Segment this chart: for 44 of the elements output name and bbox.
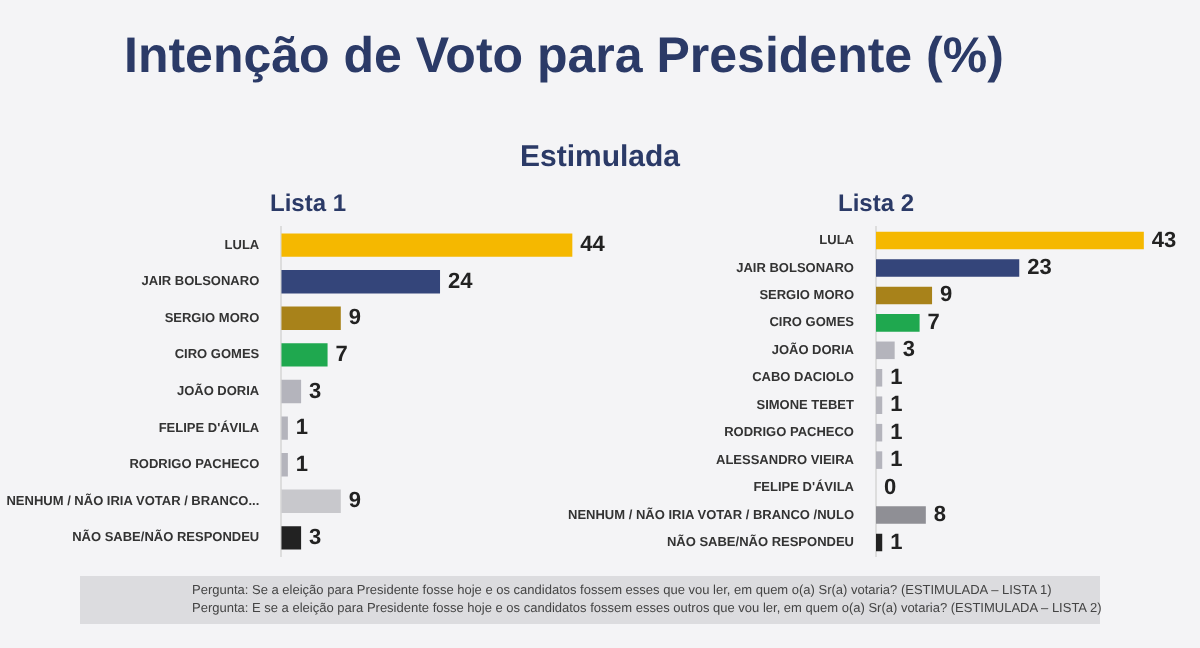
- data-label: 1: [295, 452, 309, 477]
- data-label: 3: [902, 338, 915, 363]
- bar: [281, 379, 302, 404]
- data-label: 24: [448, 269, 475, 294]
- data-label: 1: [295, 416, 309, 441]
- bar: [281, 233, 573, 257]
- data-label: 8: [933, 503, 947, 528]
- data-label: 9: [940, 283, 953, 308]
- bar: [876, 396, 883, 415]
- bar: [876, 231, 1144, 250]
- bar: [876, 286, 933, 305]
- bar: [281, 306, 341, 331]
- bar: [876, 341, 895, 360]
- chart-title: Lista 2: [837, 189, 915, 218]
- bar: [281, 269, 441, 294]
- bar: [876, 506, 926, 524]
- bar: [876, 259, 1020, 277]
- data-label: 9: [348, 489, 362, 514]
- data-label: 1: [890, 448, 903, 473]
- bar: [281, 489, 341, 514]
- bar: [876, 533, 883, 552]
- data-label: 7: [335, 342, 348, 367]
- data-label: 43: [1151, 228, 1177, 253]
- data-label: 3: [309, 525, 322, 550]
- data-label: 23: [1027, 256, 1052, 281]
- data-label: 1: [890, 393, 903, 418]
- data-label: 9: [348, 306, 362, 331]
- text: Intenção de Voto para Presidente (%): [124, 28, 1004, 86]
- bar: [876, 314, 920, 332]
- data-label: 7: [927, 310, 940, 335]
- bar: [876, 423, 883, 442]
- data-label: 3: [309, 379, 322, 404]
- bar: [281, 526, 302, 550]
- data-label: 1: [890, 420, 903, 445]
- data-label: 0: [884, 475, 897, 500]
- bar: [876, 451, 883, 469]
- data-label: 1: [890, 530, 903, 555]
- bar: [281, 416, 288, 440]
- chart-title: Lista 1: [269, 189, 347, 218]
- bar: [876, 368, 883, 387]
- bar: [281, 343, 328, 367]
- text: Estimulada: [517, 140, 683, 174]
- data-label: 44: [580, 233, 607, 258]
- data-label: 1: [890, 365, 903, 390]
